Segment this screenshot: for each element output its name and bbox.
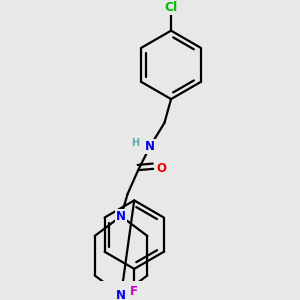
Text: Cl: Cl [164,1,178,14]
Text: N: N [116,289,126,300]
Text: O: O [157,162,167,175]
Text: F: F [130,285,138,298]
Text: H: H [131,138,140,148]
Text: N: N [145,140,155,153]
Text: N: N [116,210,126,223]
